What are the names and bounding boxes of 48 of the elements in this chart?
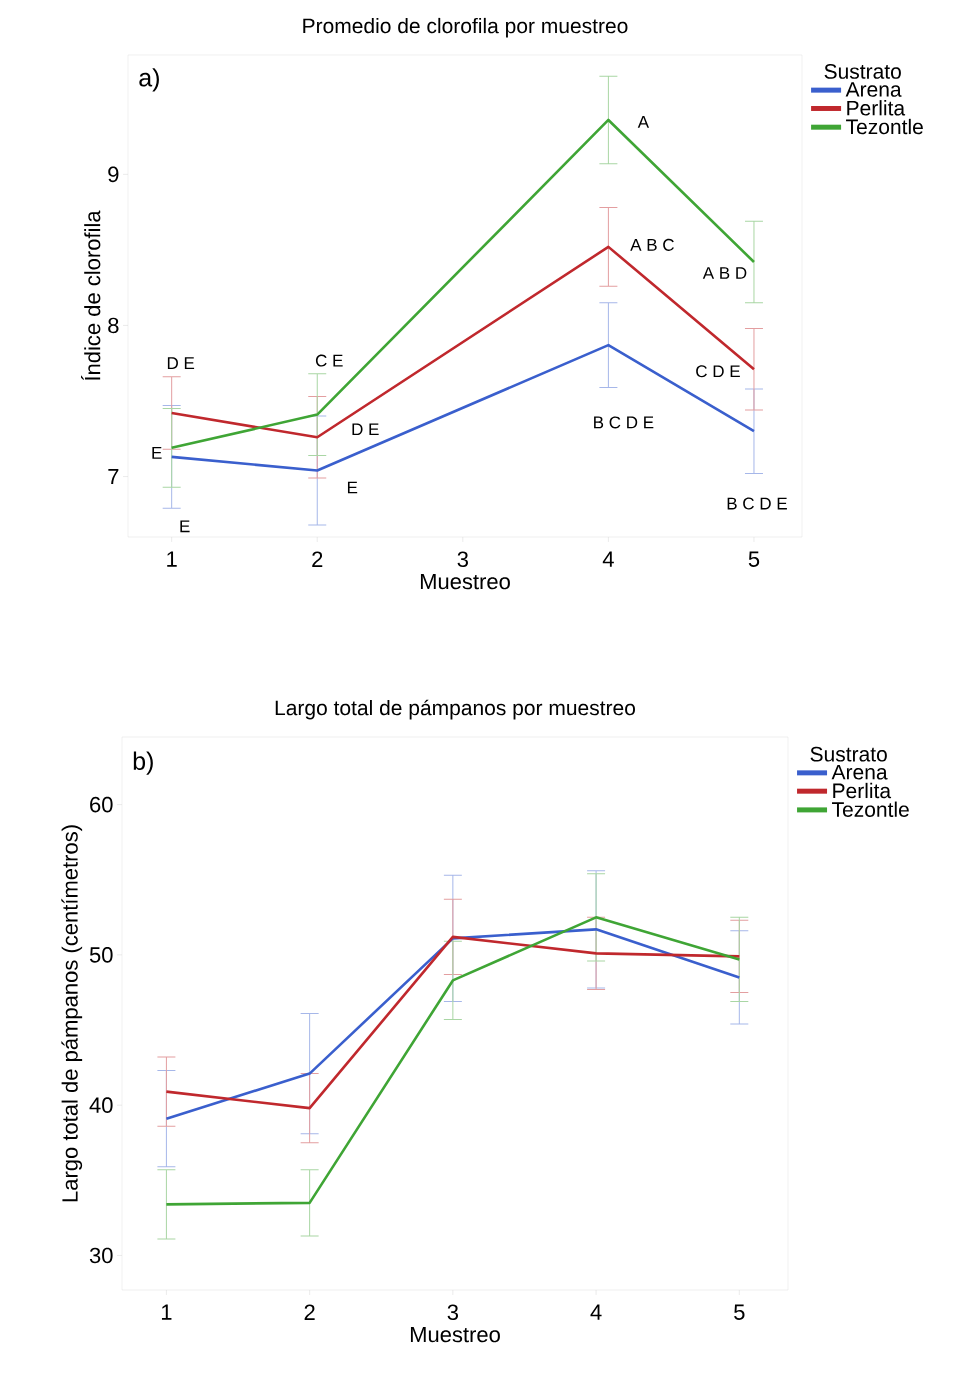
legend-label: Arena <box>845 82 902 97</box>
x-tick-label: 5 <box>748 551 760 567</box>
x-tick-label: 1 <box>161 1304 172 1320</box>
x-axis-title: Muestreo <box>410 1326 500 1343</box>
annotation: A B C <box>630 238 674 251</box>
x-tick-label: 2 <box>304 1304 315 1320</box>
legend-title: Sustrato <box>810 746 887 762</box>
annotation: b) <box>133 751 153 775</box>
annotation: E <box>180 520 190 533</box>
legend-label: Perlita <box>847 100 906 116</box>
annotation: C D E <box>696 365 740 378</box>
legend-label: Arena <box>831 764 888 780</box>
y-tick-label: 30 <box>89 1247 113 1264</box>
line-series <box>170 343 756 472</box>
chart-title: Largo total de pámpanos por muestreo <box>275 699 635 720</box>
legend-title: Sustrato <box>824 64 901 79</box>
annotation: B C D E <box>727 497 787 510</box>
x-tick-label: 2 <box>312 551 323 567</box>
y-tick-label: 8 <box>108 317 119 334</box>
y-tick-label: 60 <box>90 796 113 813</box>
annotation: D E <box>167 357 195 369</box>
x-tick-label: 4 <box>602 551 614 567</box>
y-axis-title: Índice de clorofila <box>81 210 101 381</box>
y-tick-label: 40 <box>89 1097 113 1113</box>
line-series <box>165 916 741 1206</box>
annotation: B C D E <box>594 416 654 429</box>
legend-label: Perlita <box>833 782 892 799</box>
chart-title: Promedio de clorofila por muestreo <box>303 17 628 38</box>
annotation: E <box>152 446 162 459</box>
annotation: a) <box>139 68 159 92</box>
line-series <box>170 118 756 450</box>
x-tick-label: 5 <box>734 1304 745 1320</box>
annotation: D E <box>352 423 379 436</box>
x-axis-title: Muestreo <box>420 573 510 590</box>
legend-label: Tezontle <box>846 118 923 135</box>
annotation: E <box>347 481 358 494</box>
y-axis-title: Largo total de pámpanos (centímetros) <box>61 825 83 1202</box>
x-tick-label: 1 <box>167 551 177 567</box>
x-tick-label: 4 <box>590 1304 602 1320</box>
y-tick-label: 9 <box>108 166 119 183</box>
annotation: A B D <box>702 267 747 279</box>
legend-label: Tezontle <box>832 801 909 817</box>
y-tick-label: 7 <box>108 468 119 485</box>
y-tick-label: 50 <box>89 947 113 963</box>
annotation: A <box>637 116 650 128</box>
x-tick-label: 3 <box>457 551 468 568</box>
x-tick-label: 3 <box>447 1304 459 1321</box>
annotation: C E <box>315 354 343 367</box>
